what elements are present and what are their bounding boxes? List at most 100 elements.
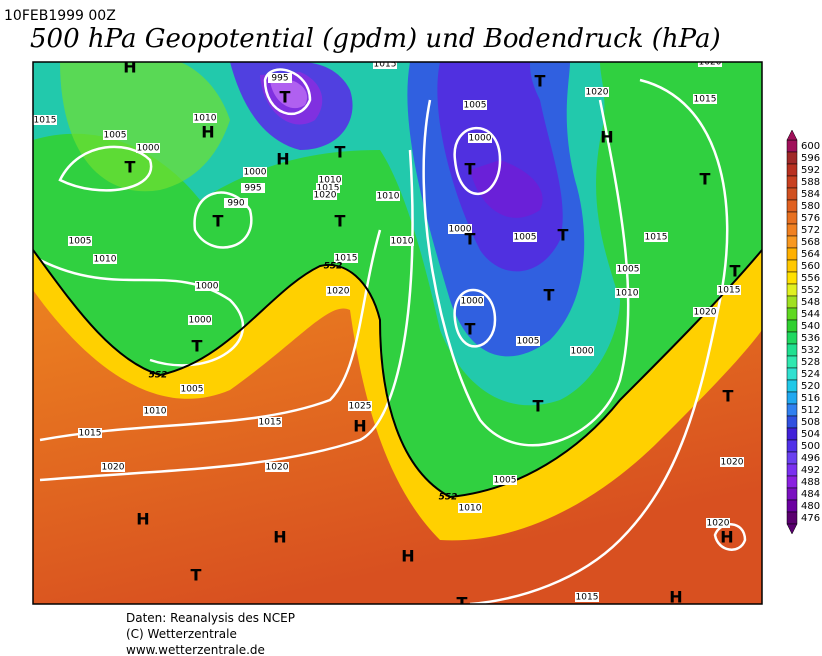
isobar-label: 1005 [464, 101, 487, 111]
isobar-label: 1005 [104, 131, 127, 141]
isobar-label-box [644, 232, 668, 242]
isobar-label: 1000 [244, 168, 267, 178]
pressure-center: H [136, 510, 149, 529]
pressure-center: T [465, 320, 476, 339]
pressure-center: T [700, 170, 711, 189]
colorbar-cell [786, 211, 798, 225]
colorbar-cell [786, 319, 798, 333]
colorbar-label: 588 [801, 177, 820, 188]
colorbar-label: 556 [801, 273, 820, 284]
isobar-label: 1010 [459, 504, 482, 514]
isobar-label-box [516, 336, 540, 346]
colorbar-label: 492 [801, 465, 820, 476]
pressure-center: T [465, 230, 476, 249]
pressure-center: T [533, 397, 544, 416]
pressure-center: T [730, 262, 741, 281]
isobar-label: 1015 [34, 116, 57, 126]
isobar-label-box [316, 183, 340, 193]
isobar-label-box [615, 288, 639, 298]
isobar-label-box [68, 236, 92, 246]
colorbar-label: 580 [801, 201, 820, 212]
pressure-center: T [192, 337, 203, 356]
colorbar-label: 548 [801, 297, 820, 308]
isobar-label: 1020 [694, 308, 717, 318]
pressure-center: H [276, 150, 289, 169]
colorbar-cell [786, 199, 798, 213]
pressure-center: H [273, 528, 286, 547]
isobar-label-box [458, 503, 482, 513]
isobar-label: 1015 [259, 418, 282, 428]
isobar-label: 1020 [266, 463, 289, 473]
pressure-center: T [213, 212, 224, 231]
colorbar-label: 532 [801, 345, 820, 356]
colorbar-cap [786, 129, 798, 141]
colorbar-cell [786, 307, 798, 321]
pressure-center: T [535, 72, 546, 91]
isobar-label-box [326, 286, 350, 296]
colorbar-cell [786, 511, 798, 525]
isobar-label: 1020 [102, 463, 125, 473]
isobar-label-box [460, 296, 484, 306]
colorbar-label: 552 [801, 285, 820, 296]
map-title: 500 hPa Geopotential (gpdm) und Bodendru… [30, 24, 721, 54]
isobar-label-box [376, 191, 400, 201]
isobar-label: 995 [244, 184, 261, 194]
isobar-label: 1010 [144, 407, 167, 417]
colorbar-cap [786, 523, 798, 535]
colorbar-label: 600 [801, 141, 820, 152]
isobar-label-box [373, 62, 397, 69]
colorbar-label: 576 [801, 213, 820, 224]
pressure-center: T [723, 387, 734, 406]
isobar-label-box [268, 73, 292, 83]
isobar-label-box [463, 100, 487, 110]
contour-label: 552 [324, 262, 343, 272]
isobar-label-box [390, 236, 414, 246]
colorbar-label: 496 [801, 453, 820, 464]
pressure-center: H [669, 588, 682, 607]
pressure-center: H [123, 58, 136, 77]
footer-line: www.wetterzentrale.de [126, 643, 265, 656]
pressure-center: T [544, 286, 555, 305]
isobar-label-box [706, 518, 730, 528]
isobar-label: 1015 [645, 233, 668, 243]
isobar-label: 990 [227, 199, 244, 209]
colorbar-label: 504 [801, 429, 820, 440]
colorbar-label: 592 [801, 165, 820, 176]
colorbar-cell [786, 187, 798, 201]
isobar-label-box [570, 346, 594, 356]
isobar-label-box [585, 87, 609, 97]
colorbar-cell [786, 367, 798, 381]
colorbar-cell [786, 391, 798, 405]
isobar-label: 1010 [94, 255, 117, 265]
isobar-label-box [575, 592, 599, 602]
isobar-label: 1015 [317, 184, 340, 194]
colorbar-cell [786, 403, 798, 417]
isobar-label: 1005 [514, 233, 537, 243]
isobar-label: 1000 [469, 134, 492, 144]
colorbar-cell [786, 499, 798, 513]
colorbar-cell [786, 151, 798, 165]
colorbar-cell [786, 235, 798, 249]
isobar-label-box [195, 281, 219, 291]
isobar-label-box [616, 264, 640, 274]
colorbar-label: 480 [801, 501, 820, 512]
colorbar-label: 528 [801, 357, 820, 368]
isobar-label-box [513, 232, 537, 242]
isobar-label-box [698, 62, 722, 67]
colorbar-cell [786, 331, 798, 345]
isobar-label: 1000 [449, 225, 472, 235]
footer-line: (C) Wetterzentrale [126, 627, 237, 641]
map-date: 10FEB1999 00Z [4, 8, 116, 24]
colorbar-label: 500 [801, 441, 820, 452]
isobar-label: 1005 [617, 265, 640, 275]
colorbar-label: 564 [801, 249, 820, 260]
colorbar-label: 596 [801, 153, 820, 164]
colorbar-label: 560 [801, 261, 820, 272]
isobar-label: 1015 [374, 60, 397, 70]
isobar-label-box [265, 462, 289, 472]
pressure-center: H [353, 417, 366, 436]
isobar-label: 1020 [327, 287, 350, 297]
pressure-center: H [720, 528, 733, 547]
pressure-center: T [125, 158, 136, 177]
